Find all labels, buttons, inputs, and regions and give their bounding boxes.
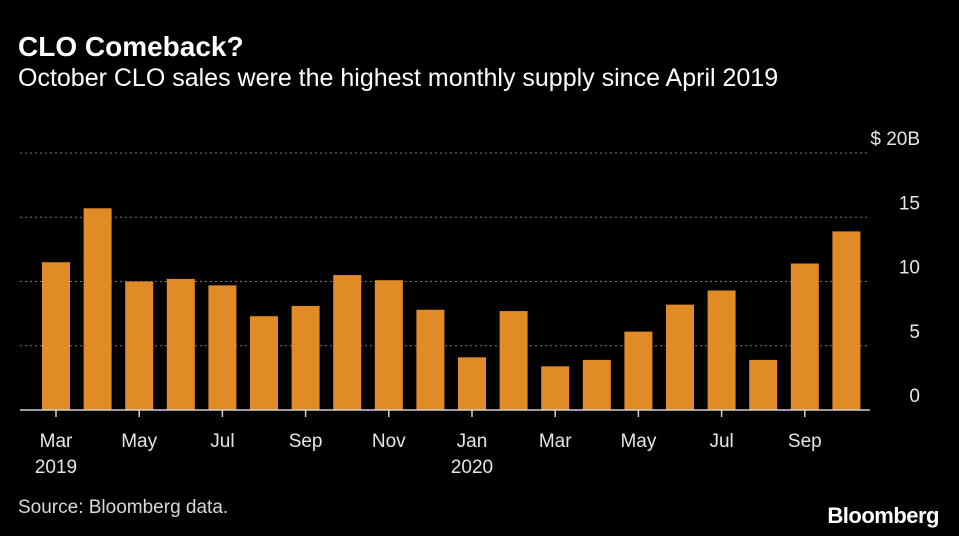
x-tick-label: Jan	[457, 431, 488, 452]
y-axis-ticks: $ 20B 15 10 5 0	[870, 129, 920, 407]
bar-mar-2020	[541, 366, 570, 410]
chart-title: CLO Comeback?	[18, 31, 244, 62]
bar-apr-2020	[582, 359, 611, 410]
bar-jul-2020	[707, 290, 736, 410]
x-tick-label: Jul	[210, 431, 234, 452]
bar-jul-2019	[208, 285, 237, 410]
bloomberg-logo: Bloomberg	[827, 503, 939, 528]
x-tick-label: Sep	[289, 431, 323, 452]
y-tick-label: 10	[899, 258, 920, 279]
bar-may-2020	[624, 331, 653, 410]
source-note: Source: Bloomberg data.	[18, 497, 229, 518]
bar-sep-2019	[291, 305, 320, 410]
bar-jun-2020	[666, 304, 694, 410]
y-tick-label: 15	[899, 193, 920, 214]
bar-mar-2019	[42, 262, 70, 410]
bar-oct-2019	[333, 275, 362, 410]
bar-dec-2019	[416, 309, 445, 410]
bar-aug-2020	[749, 359, 778, 410]
bar-feb-2020	[499, 311, 528, 410]
bar-sep-2020	[790, 263, 819, 410]
bar-apr-2019	[83, 208, 112, 410]
y-tick-label: 0	[909, 386, 920, 407]
x-tick-label: Mar	[40, 431, 73, 452]
bar-nov-2019	[374, 280, 403, 410]
y-tick-label: 5	[909, 322, 920, 343]
bar-aug-2019	[250, 316, 278, 410]
chart-subtitle: October CLO sales were the highest month…	[18, 64, 779, 92]
x-tick-label: May	[620, 431, 656, 452]
x-axis-ticks: Mar 2019 May Jul Sep Nov Jan 2020 Mar May Jul Sep	[35, 410, 822, 478]
x-tick-label: Sep	[788, 431, 822, 452]
y-tick-label: $ 20B	[870, 129, 920, 150]
x-tick-year-label: 2020	[451, 457, 493, 478]
bars	[42, 208, 861, 410]
x-tick-year-label: 2019	[35, 457, 77, 478]
bar-may-2019	[125, 281, 154, 410]
bar-jan-2020	[458, 357, 486, 410]
grid-lines	[20, 152, 870, 347]
x-tick-label: Nov	[372, 431, 406, 452]
x-tick-label: Mar	[539, 431, 572, 452]
bar-jun-2019	[166, 278, 195, 410]
x-tick-label: Jul	[709, 431, 733, 452]
x-tick-label: May	[121, 431, 157, 452]
bar-oct-2020	[832, 231, 861, 410]
